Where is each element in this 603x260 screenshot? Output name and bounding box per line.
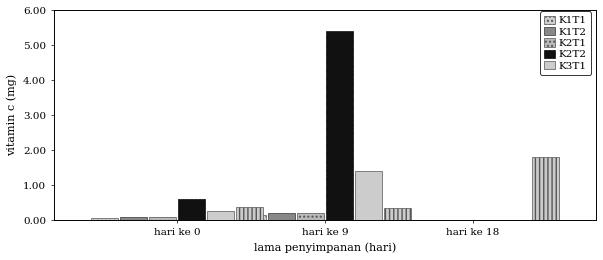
Legend: K1T1, K1T2, K2T1, K2T2, K3T1: K1T1, K1T2, K2T1, K2T2, K3T1 <box>540 11 591 75</box>
Bar <box>178 199 205 220</box>
Bar <box>268 213 295 220</box>
Bar <box>91 218 118 220</box>
Bar <box>236 207 264 220</box>
Bar <box>239 215 266 220</box>
Bar <box>532 157 559 220</box>
Y-axis label: vitamin c (mg): vitamin c (mg) <box>7 74 17 157</box>
Bar <box>297 213 324 220</box>
Bar <box>207 211 234 220</box>
Bar <box>326 31 353 220</box>
Bar <box>355 171 382 220</box>
X-axis label: lama penyimpanan (hari): lama penyimpanan (hari) <box>254 243 396 253</box>
Bar <box>149 217 176 220</box>
Bar <box>384 208 411 220</box>
Bar <box>120 217 147 220</box>
